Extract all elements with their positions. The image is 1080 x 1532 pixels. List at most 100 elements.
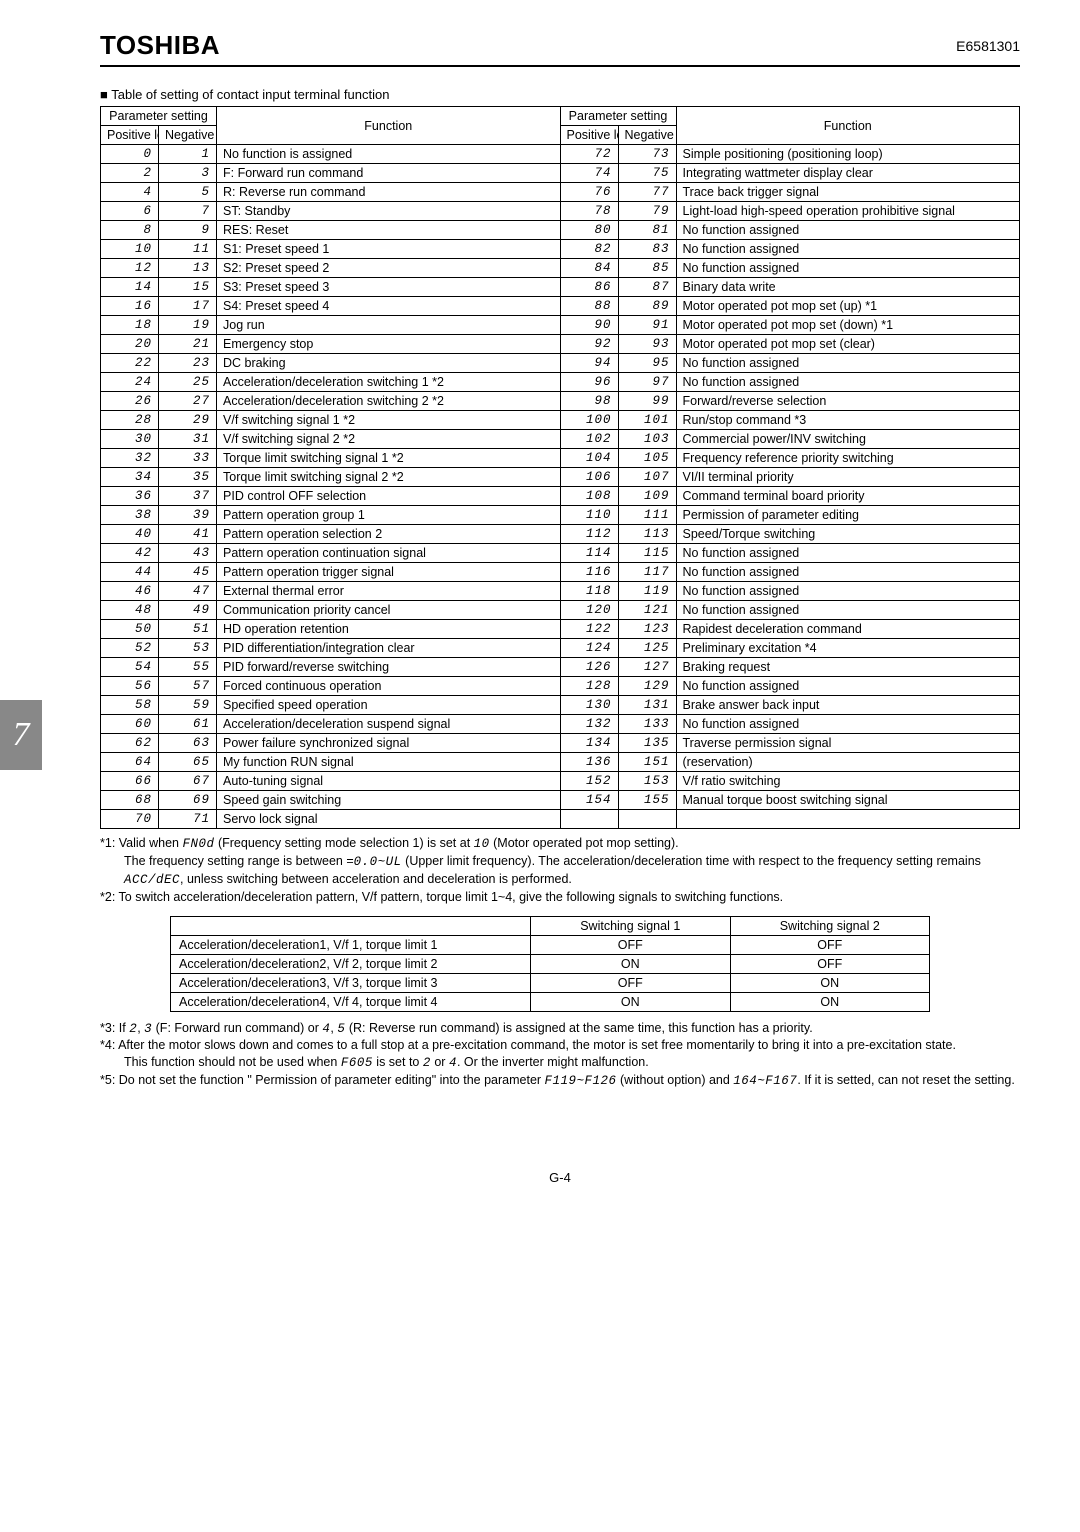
table-row: 1415S3: Preset speed 38687Binary data wr…	[101, 278, 1020, 297]
page: TOSHIBA E6581301 Table of setting of con…	[0, 0, 1080, 1225]
table-row: 2829V/f switching signal 1 *2100101Run/s…	[101, 411, 1020, 430]
cell-function: Acceleration/deceleration suspend signal	[217, 715, 560, 734]
cell-param: 35	[159, 468, 217, 487]
cell-param: 69	[159, 791, 217, 810]
cell-function: Communication priority cancel	[217, 601, 560, 620]
cell-function: S1: Preset speed 1	[217, 240, 560, 259]
cell-param: 103	[618, 430, 676, 449]
cell-function: (reservation)	[676, 753, 1019, 772]
table-row: 6263Power failure synchronized signal134…	[101, 734, 1020, 753]
cell-param: 18	[101, 316, 159, 335]
cell-function: No function assigned	[676, 677, 1019, 696]
table-row: 5253PID differentiation/integration clea…	[101, 639, 1020, 658]
cell-param: 8	[101, 221, 159, 240]
table-row: 6465My function RUN signal136151(reserva…	[101, 753, 1020, 772]
cell-param: 118	[560, 582, 618, 601]
table-row: 6869Speed gain switching154155Manual tor…	[101, 791, 1020, 810]
switch-cell: OFF	[730, 954, 930, 973]
cell-function: Simple positioning (positioning loop)	[676, 145, 1019, 164]
cell-param: 17	[159, 297, 217, 316]
switch-row: Acceleration/deceleration4, V/f 4, torqu…	[171, 992, 930, 1011]
cell-param: 58	[101, 696, 159, 715]
switch-header: Switching signal 1	[531, 916, 731, 935]
cell-function: Pattern operation continuation signal	[217, 544, 560, 563]
switch-cell: ON	[730, 992, 930, 1011]
table-row: 4849Communication priority cancel120121N…	[101, 601, 1020, 620]
cell-function: No function assigned	[676, 544, 1019, 563]
cell-param: 20	[101, 335, 159, 354]
cell-function: Speed/Torque switching	[676, 525, 1019, 544]
cell-function: PID forward/reverse switching	[217, 658, 560, 677]
cell-param: 104	[560, 449, 618, 468]
table-row: 3637PID control OFF selection108109Comma…	[101, 487, 1020, 506]
cell-param: 51	[159, 620, 217, 639]
cell-function: Emergency stop	[217, 335, 560, 354]
cell-function: Servo lock signal	[217, 810, 560, 829]
cell-function: Auto-tuning signal	[217, 772, 560, 791]
cell-param: 122	[560, 620, 618, 639]
cell-param: 72	[560, 145, 618, 164]
cell-param: 60	[101, 715, 159, 734]
cell-param: 53	[159, 639, 217, 658]
table-row: 6667Auto-tuning signal152153V/f ratio sw…	[101, 772, 1020, 791]
cell-param: 133	[618, 715, 676, 734]
cell-param: 126	[560, 658, 618, 677]
table-row: 1213S2: Preset speed 28485No function as…	[101, 259, 1020, 278]
cell-function: Command terminal board priority	[676, 487, 1019, 506]
cell-function: No function assigned	[676, 354, 1019, 373]
cell-param: 6	[101, 202, 159, 221]
cell-param: 14	[101, 278, 159, 297]
cell-function: No function assigned	[676, 601, 1019, 620]
cell-param: 90	[560, 316, 618, 335]
cell-function: S4: Preset speed 4	[217, 297, 560, 316]
table-row: 23F: Forward run command7475Integrating …	[101, 164, 1020, 183]
note-5: *5: Do not set the function " Permission…	[100, 1072, 1020, 1090]
cell-param: 4	[101, 183, 159, 202]
cell-param: 113	[618, 525, 676, 544]
cell-param: 134	[560, 734, 618, 753]
cell-param: 125	[618, 639, 676, 658]
cell-param: 155	[618, 791, 676, 810]
table-row: 2627Acceleration/deceleration switching …	[101, 392, 1020, 411]
cell-function: S3: Preset speed 3	[217, 278, 560, 297]
cell-param: 39	[159, 506, 217, 525]
cell-param: 77	[618, 183, 676, 202]
cell-param	[618, 810, 676, 829]
cell-param: 55	[159, 658, 217, 677]
cell-param: 105	[618, 449, 676, 468]
cell-param: 70	[101, 810, 159, 829]
cell-param: 110	[560, 506, 618, 525]
switch-cell: OFF	[531, 935, 731, 954]
cell-param	[560, 810, 618, 829]
cell-function: Acceleration/deceleration switching 1 *2	[217, 373, 560, 392]
cell-param: 124	[560, 639, 618, 658]
cell-function: Motor operated pot mop set (up) *1	[676, 297, 1019, 316]
table-row: 2223DC braking9495No function assigned	[101, 354, 1020, 373]
cell-param: 13	[159, 259, 217, 278]
table-row: 67ST: Standby7879Light-load high-speed o…	[101, 202, 1020, 221]
cell-param: 91	[618, 316, 676, 335]
cell-param: 102	[560, 430, 618, 449]
cell-param: 29	[159, 411, 217, 430]
logo: TOSHIBA	[100, 30, 220, 61]
cell-param: 87	[618, 278, 676, 297]
cell-param: 80	[560, 221, 618, 240]
cell-param: 26	[101, 392, 159, 411]
switch-table: Switching signal 1Switching signal 2 Acc…	[170, 916, 930, 1012]
th-negative-1: Negative logic	[159, 126, 217, 145]
cell-param: 3	[159, 164, 217, 183]
cell-param: 71	[159, 810, 217, 829]
cell-param: 42	[101, 544, 159, 563]
cell-function: Motor operated pot mop set (down) *1	[676, 316, 1019, 335]
cell-param: 65	[159, 753, 217, 772]
cell-param: 1	[159, 145, 217, 164]
table-row: 3435Torque limit switching signal 2 *210…	[101, 468, 1020, 487]
cell-function: Pattern operation selection 2	[217, 525, 560, 544]
switch-cell: Acceleration/deceleration2, V/f 2, torqu…	[171, 954, 531, 973]
header: TOSHIBA E6581301	[100, 30, 1020, 67]
th-param-setting-1: Parameter setting	[101, 107, 217, 126]
cell-function: Rapidest deceleration command	[676, 620, 1019, 639]
notes: *1: Valid when FN0d (Frequency setting m…	[100, 835, 1020, 906]
th-negative-2: Negative logic	[618, 126, 676, 145]
cell-param: 151	[618, 753, 676, 772]
